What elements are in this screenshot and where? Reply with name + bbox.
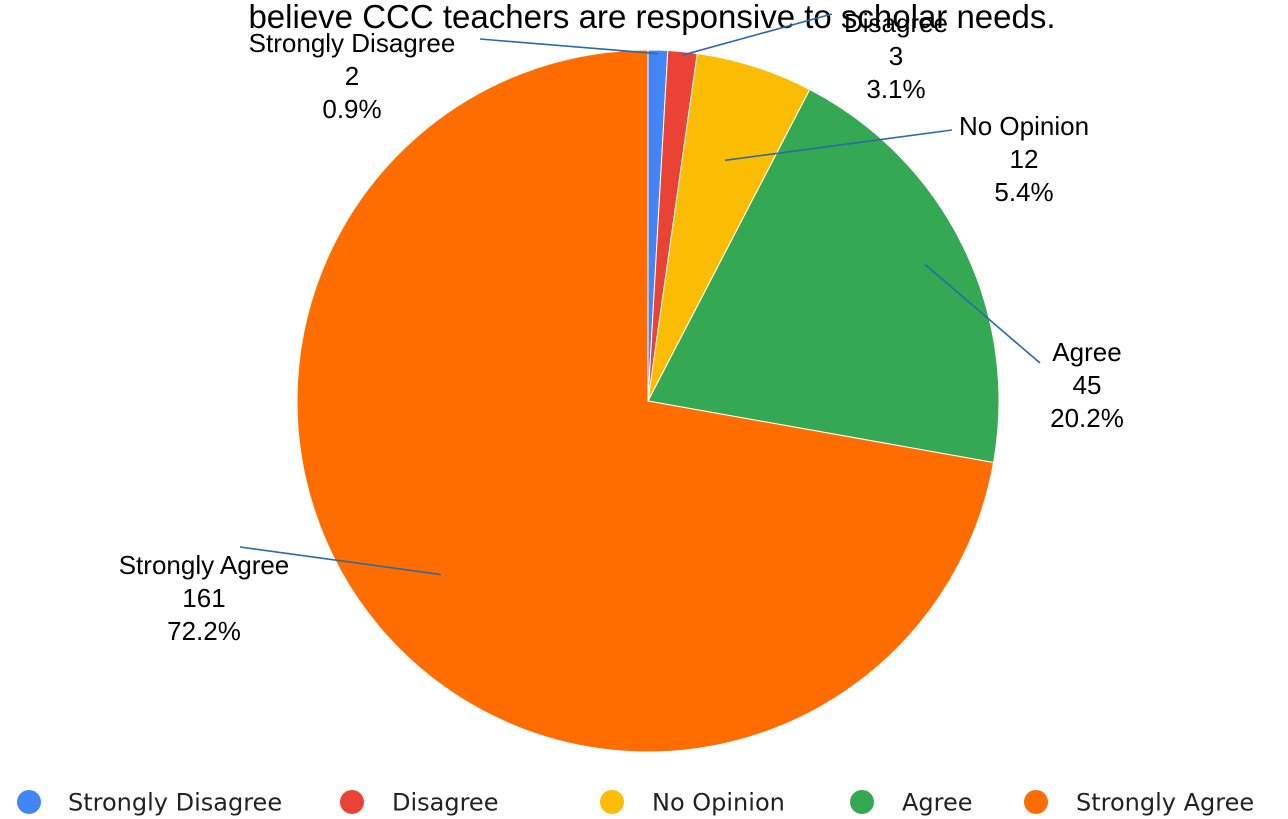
legend-label-agree: Agree [902,789,973,817]
slice-label-value-strongly-disagree: 2 [345,61,359,91]
legend-label-strongly-disagree: Strongly Disagree [68,789,282,817]
slice-label-percent-strongly-disagree: 0.9% [322,94,381,124]
slice-label-value-disagree: 3 [889,41,903,71]
slice-label-percent-strongly-agree: 72.2% [167,616,241,646]
leader-line-strongly-agree [239,546,441,576]
leader-line-agree [924,263,1041,364]
slice-label-name-strongly-disagree: Strongly Disagree [249,28,456,58]
legend-label-no-opinion: No Opinion [652,789,785,817]
legend-label-strongly-agree: Strongly Agree [1076,789,1254,817]
slice-label-percent-no-opinion: 5.4% [994,177,1053,207]
legend-swatch-strongly-disagree [17,790,41,814]
leader-line-no-opinion [724,129,953,162]
legend-swatch-agree [850,790,874,814]
legend-swatch-disagree [340,790,364,814]
legend: Strongly Disagree Disagree No Opinion Agree… [17,789,1254,817]
leader-lines [239,13,1041,576]
slice-label-value-no-opinion: 12 [1010,144,1039,174]
slice-label-name-agree: Agree [1052,337,1121,367]
slice-label-name-strongly-agree: Strongly Agree [119,550,290,580]
leader-line-disagree [681,13,833,56]
legend-swatch-no-opinion [600,790,624,814]
legend-swatch-strongly-agree [1024,790,1048,814]
slice-label-percent-agree: 20.2% [1050,403,1124,433]
slice-label-value-agree: 45 [1073,370,1102,400]
pie-slices [296,49,1000,753]
slice-label-name-disagree: Disagree [844,8,948,38]
slice-strongly-agree [296,49,995,753]
chart-title: believe CCC teachers are responsive to s… [248,0,1055,35]
slice-label-percent-disagree: 3.1% [866,74,925,104]
slice-label-value-strongly-agree: 161 [182,583,225,613]
legend-label-disagree: Disagree [392,789,498,817]
slice-label-name-no-opinion: No Opinion [959,111,1089,141]
slice-agree [647,88,1000,464]
leader-line-strongly-disagree [479,38,658,55]
